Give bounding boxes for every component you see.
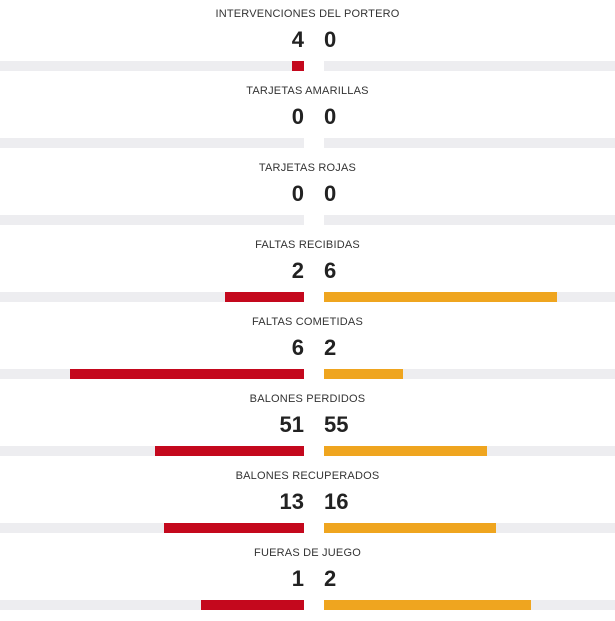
- home-value: 4: [291, 27, 304, 52]
- away-bar: [324, 446, 487, 456]
- away-bar-track: [324, 446, 615, 456]
- home-bar: [200, 600, 304, 610]
- home-bar: [69, 369, 304, 379]
- home-bar-track: [0, 292, 304, 302]
- away-bar: [324, 369, 403, 379]
- home-bar: [155, 446, 304, 456]
- home-bar: [224, 292, 304, 302]
- home-value: 0: [291, 104, 304, 129]
- home-value: 6: [291, 335, 304, 360]
- stat-label: INTERVENCIONES DEL PORTERO: [215, 8, 400, 20]
- stat-row-offsides: FUERAS DE JUEGO 1 2: [0, 539, 615, 616]
- home-value: 13: [279, 489, 304, 514]
- home-bar-track: [0, 215, 304, 225]
- away-value: 0: [324, 27, 337, 52]
- stat-label: TARJETAS ROJAS: [258, 162, 357, 174]
- stat-row-fouls-received: FALTAS RECIBIDAS 2 6: [0, 231, 615, 308]
- stat-label: FUERAS DE JUEGO: [254, 547, 361, 559]
- away-value: 2: [324, 566, 337, 591]
- home-bar: [291, 61, 304, 71]
- home-value: 0: [291, 181, 304, 206]
- away-bar-track: [324, 138, 615, 148]
- away-value: 0: [324, 104, 337, 129]
- stat-label: BALONES PERDIDOS: [249, 393, 366, 405]
- away-bar-track: [324, 292, 615, 302]
- home-value: 2: [291, 258, 304, 283]
- stat-row-fouls-committed: FALTAS COMETIDAS 6 2: [0, 308, 615, 385]
- away-bar-track: [324, 600, 615, 610]
- away-value: 6: [324, 258, 337, 283]
- stat-row-balls-lost: BALONES PERDIDOS 51 55: [0, 385, 615, 462]
- away-bar: [324, 523, 496, 533]
- home-bar-track: [0, 138, 304, 148]
- away-value: 55: [324, 412, 349, 437]
- home-bar: [164, 523, 304, 533]
- away-bar: [324, 600, 531, 610]
- stat-label: FALTAS RECIBIDAS: [255, 239, 360, 251]
- away-value: 0: [324, 181, 337, 206]
- away-bar-track: [324, 369, 615, 379]
- away-bar-track: [324, 61, 615, 71]
- away-value: 2: [324, 335, 337, 360]
- away-value: 16: [324, 489, 349, 514]
- stat-row-yellow-cards: TARJETAS AMARILLAS 0 0: [0, 77, 615, 154]
- stat-label: TARJETAS AMARILLAS: [246, 85, 369, 97]
- stat-row-goalkeeper-saves: INTERVENCIONES DEL PORTERO 4 0: [0, 0, 615, 77]
- stat-row-balls-recovered: BALONES RECUPERADOS 13 16: [0, 462, 615, 539]
- home-bar-track: [0, 523, 304, 533]
- home-value: 51: [279, 412, 304, 437]
- home-value: 1: [291, 566, 304, 591]
- stat-label: BALONES RECUPERADOS: [235, 470, 380, 482]
- away-bar-track: [324, 523, 615, 533]
- home-bar-track: [0, 61, 304, 71]
- away-bar: [324, 292, 557, 302]
- home-bar-track: [0, 446, 304, 456]
- away-bar-track: [324, 215, 615, 225]
- home-bar-track: [0, 600, 304, 610]
- stat-label: FALTAS COMETIDAS: [252, 316, 363, 328]
- stat-row-red-cards: TARJETAS ROJAS 0 0: [0, 154, 615, 231]
- home-bar-track: [0, 369, 304, 379]
